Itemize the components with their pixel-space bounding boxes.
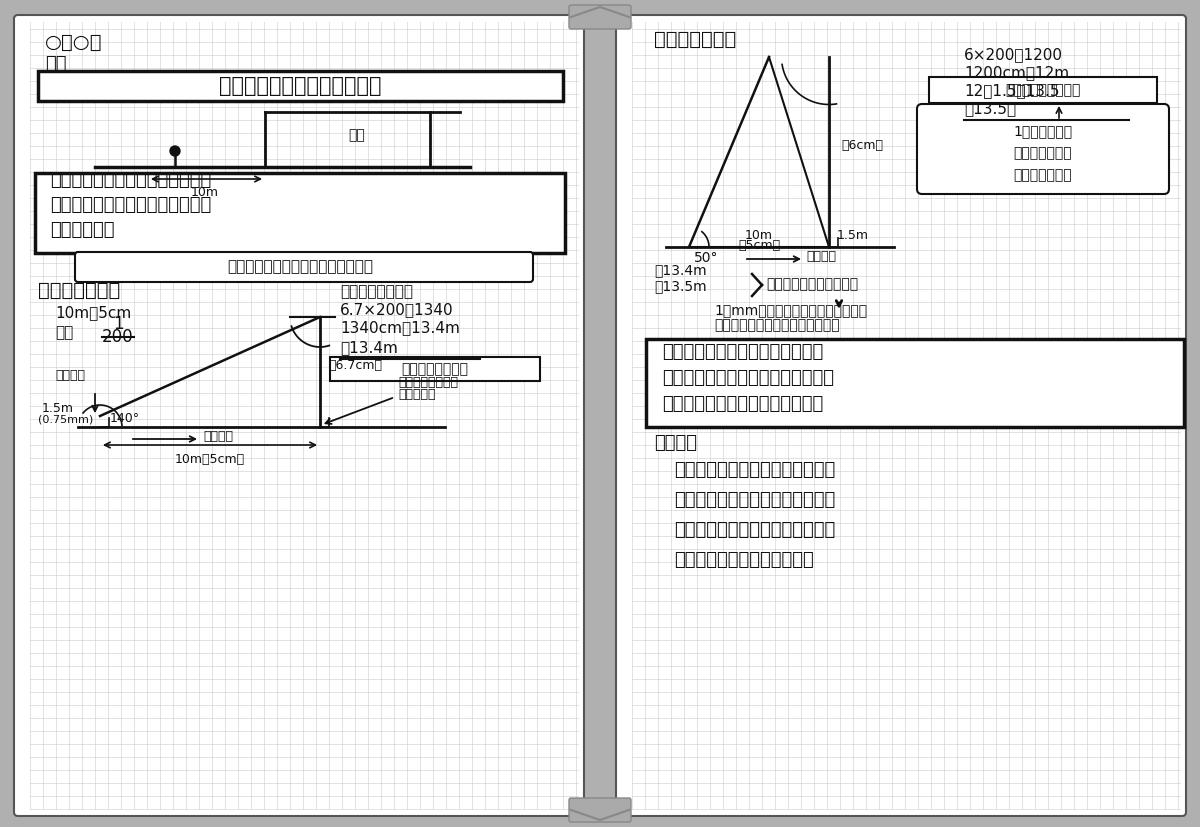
Text: 大きなちがいになるときもある。: 大きなちがいになるときもある。: [714, 318, 840, 332]
Text: 〈感想〉: 〈感想〉: [654, 434, 697, 452]
Text: 〈自分の考え〉: 〈自分の考え〉: [38, 281, 120, 300]
Text: 1340cm＝13.4m: 1340cm＝13.4m: [340, 320, 460, 335]
Text: 何がわかると、かけるか考えよう。: 何がわかると、かけるか考えよう。: [227, 260, 373, 275]
FancyBboxPatch shape: [616, 15, 1186, 816]
Text: 50°: 50°: [694, 251, 719, 265]
Text: を見いだし、辺の長さの比が同じ: を見いだし、辺の長さの比が同じ: [674, 521, 835, 539]
Text: めに図形を見つけることが大切。: めに図形を見つけることが大切。: [662, 395, 823, 413]
Text: 1200cm＝12m: 1200cm＝12m: [964, 65, 1069, 80]
Text: 1: 1: [113, 315, 124, 333]
Text: 絀13.5ｍ: 絀13.5ｍ: [964, 101, 1016, 116]
Text: 6×200＝1200: 6×200＝1200: [964, 47, 1063, 62]
Circle shape: [170, 146, 180, 156]
Text: ことに着目することが大事。: ことに着目することが大事。: [674, 551, 814, 569]
Text: 校舎: 校舎: [349, 128, 365, 142]
Text: 校舎の高さは何ｍですか。: 校舎の高さは何ｍですか。: [218, 76, 382, 96]
Bar: [646, 339, 1184, 427]
Text: 問題: 問題: [46, 55, 66, 73]
Text: 縮図を使って、測ることができ: 縮図を使って、測ることができ: [674, 461, 835, 479]
Bar: [929, 77, 1157, 103]
Text: 1つの辺の長さ: 1つの辺の長さ: [1014, 124, 1073, 138]
Text: 「辺の比を使う」: 「辺の比を使う」: [340, 284, 413, 299]
Bar: [38, 71, 563, 101]
Text: と両はしの角の: と両はしの角の: [1014, 146, 1073, 160]
Text: 1　mmのちがいも縮尺によっては、: 1 mmのちがいも縮尺によっては、: [714, 303, 868, 317]
Text: 絀13.4m: 絀13.4m: [654, 263, 707, 277]
Text: 140°: 140°: [110, 412, 140, 425]
Text: 200: 200: [102, 328, 134, 346]
Text: 12＋1.5＝13.5: 12＋1.5＝13.5: [964, 83, 1060, 98]
Text: 台形を見つけた。: 台形を見つけた。: [402, 362, 468, 376]
Text: 直接測ることのできない校舎の: 直接測ることのできない校舎の: [50, 171, 211, 189]
Text: がい数だからほぼ同じ。: がい数だからほぼ同じ。: [766, 277, 858, 291]
Text: 調べる。: 調べる。: [203, 430, 233, 443]
FancyBboxPatch shape: [569, 798, 631, 822]
Text: 1.5m: 1.5m: [838, 229, 869, 242]
Text: 10m: 10m: [191, 186, 220, 199]
Text: （5cm）: （5cm）: [738, 239, 780, 252]
FancyBboxPatch shape: [569, 5, 631, 29]
Text: 調べる。: 調べる。: [55, 369, 85, 382]
Text: 1.5m: 1.5m: [42, 402, 74, 415]
Text: ○月○日: ○月○日: [46, 33, 102, 52]
Text: 10mが5cm: 10mが5cm: [55, 305, 131, 320]
Text: 6.7×200＝1340: 6.7×200＝1340: [340, 302, 454, 317]
Text: 絀13.5m: 絀13.5m: [654, 279, 707, 293]
Text: 計算で求めるには、　縮図をかくた: 計算で求めるには、 縮図をかくた: [662, 369, 834, 387]
Text: （6.7cm）: （6.7cm）: [328, 359, 382, 372]
Text: だとする。: だとする。: [398, 388, 436, 401]
Text: を考えよう。: を考えよう。: [50, 221, 114, 239]
FancyBboxPatch shape: [917, 104, 1169, 194]
FancyBboxPatch shape: [74, 252, 533, 282]
Text: 高さを、縮図をかいて求める方法: 高さを、縮図をかいて求める方法: [50, 196, 211, 214]
Text: 10m（5cm）: 10m（5cm）: [175, 453, 245, 466]
Text: 調べた。: 調べた。: [806, 250, 836, 263]
Text: 直接測ることができない長さを: 直接測ることができない長さを: [662, 343, 823, 361]
Text: 絀13.4m: 絀13.4m: [340, 340, 398, 355]
Text: 校舎は地面に垂直: 校舎は地面に垂直: [398, 376, 458, 389]
Text: 10m: 10m: [745, 229, 773, 242]
Text: (0.75mm): (0.75mm): [38, 415, 94, 425]
Text: 縮尺: 縮尺: [55, 325, 73, 340]
Text: 三角形を見つけた。: 三角形を見つけた。: [1006, 83, 1081, 97]
Text: （6cm）: （6cm）: [841, 139, 883, 152]
Text: 〈友達の考え〉: 〈友達の考え〉: [654, 30, 737, 49]
Bar: [330, 357, 540, 381]
Bar: [35, 173, 565, 253]
Text: ない長さを求めるためには、図形: ない長さを求めるためには、図形: [674, 491, 835, 509]
Text: 大きさを使う。: 大きさを使う。: [1014, 168, 1073, 182]
FancyBboxPatch shape: [14, 15, 584, 816]
